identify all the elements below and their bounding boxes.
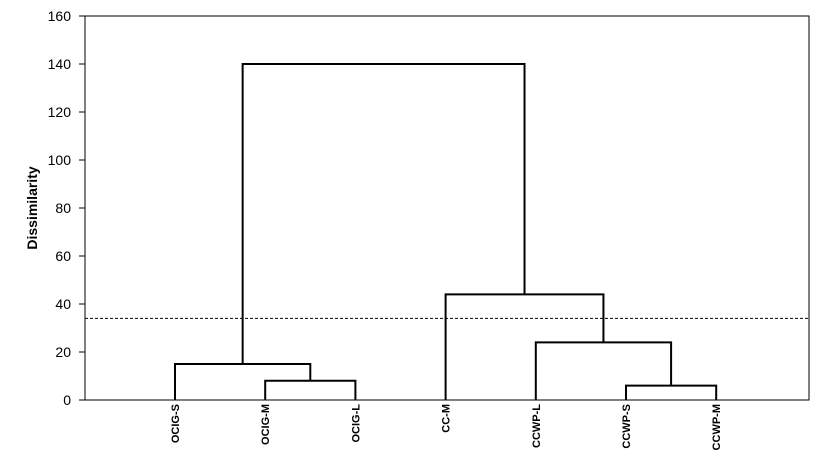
leaf-label: OCIG-S [170,404,182,443]
y-tick-label: 0 [63,392,71,408]
dendrogram-link [534,341,673,400]
leaf-label: CCWP-M [711,404,723,450]
leaf-label: OCIG-L [350,404,362,443]
plot-area-frame [84,15,810,401]
y-tick-label: 40 [55,296,71,312]
y-tick-label: 80 [55,200,71,216]
leaf-label: CCWP-L [531,404,543,448]
y-tick-label: 160 [48,8,72,24]
dendrogram-link [264,379,357,400]
leaf-label: CC-M [441,404,453,433]
y-axis: 0 20 40 60 80 100 120 140 160 [48,8,85,408]
leaf-label: CCWP-S [621,404,633,449]
dendrogram-link [444,293,605,400]
y-tick-label: 120 [48,104,72,120]
dendrogram-link [625,384,718,400]
leaf-label: OCIG-M [260,404,272,445]
leaf-labels: OCIG-S OCIG-M OCIG-L CC-M CCWP-L CCWP-S CCWP-M [170,404,723,451]
y-tick-label: 100 [48,152,72,168]
dendrogram-links [174,63,718,400]
dendrogram-link [174,363,312,400]
y-tick-label: 20 [55,344,71,360]
y-tick-label: 140 [48,56,72,72]
y-tick-label: 60 [55,248,71,264]
dendrogram-link [241,63,526,364]
y-axis-title: Dissimilarity [24,166,40,249]
